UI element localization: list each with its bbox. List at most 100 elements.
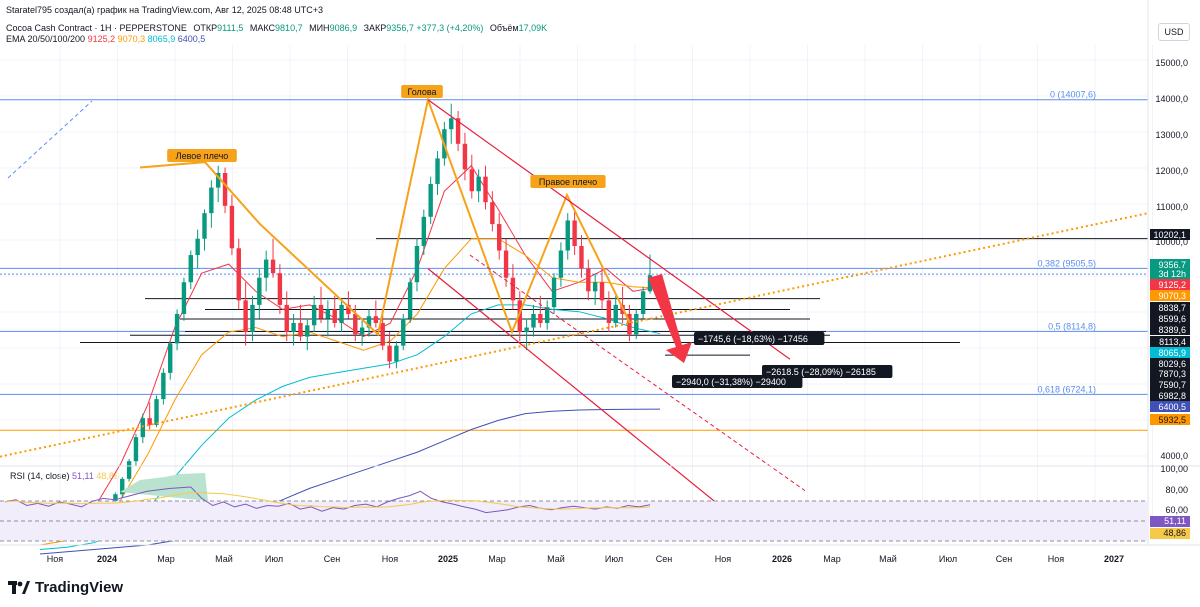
candle-body	[606, 300, 612, 324]
candle-body	[455, 118, 461, 144]
tradingview-mark-icon	[8, 580, 30, 595]
rsi-value-badge-label: 51,11	[1164, 516, 1186, 526]
measurement-box	[762, 365, 893, 378]
price-badge	[1150, 336, 1190, 347]
candle-body	[229, 205, 235, 249]
pattern-label-box	[167, 149, 237, 162]
candle-body	[380, 323, 385, 346]
change-value: +377,3 (+4,20%)	[416, 23, 484, 33]
x-axis-tick: Июл	[265, 554, 283, 564]
measurement-label: −1745,6 (−18,63%) −17456	[698, 334, 808, 344]
candle-body	[168, 343, 173, 373]
pattern-label: Голова	[407, 87, 436, 97]
price-badge	[1150, 390, 1190, 401]
tradingview-logo: TradingView	[8, 579, 123, 596]
candle-body	[517, 300, 522, 333]
price-badge	[1150, 414, 1190, 425]
candle-body	[332, 309, 337, 324]
ascending-trendline	[0, 212, 1149, 458]
candle-body	[311, 304, 317, 326]
candle-body	[243, 300, 248, 333]
price-badge-label: 8113,4	[1159, 337, 1186, 347]
y-axis-tick: 10000,0	[1155, 237, 1188, 247]
candle-body	[291, 323, 296, 333]
candle-body	[407, 282, 413, 319]
x-axis-tick: Май	[879, 554, 897, 564]
symbol-info-line: Cocoa Cash Contract · 1H · PEPPERSTONE О…	[6, 23, 547, 33]
candle-body	[510, 277, 516, 301]
fib-level-label: 0,382 (9505,5)	[1037, 258, 1096, 268]
fib-extension-line	[7, 100, 93, 179]
x-axis-tick: Сен	[996, 554, 1013, 564]
price-badge-label: 8389,6	[1158, 325, 1186, 335]
candle-body	[565, 220, 570, 251]
price-badge	[1150, 401, 1190, 412]
candle-body	[318, 304, 324, 319]
candle-body	[126, 461, 132, 479]
y-axis-tick: 11000,0	[1156, 202, 1188, 212]
price-badge-label: 9070,3	[1158, 291, 1186, 301]
price-badge	[1150, 229, 1190, 240]
candle-body	[222, 173, 228, 206]
price-badge-label: 5932,5	[1158, 415, 1186, 425]
candle-body	[373, 316, 379, 324]
x-axis-tick: Июл	[939, 554, 957, 564]
x-axis-tick: 2024	[97, 554, 117, 564]
ema20-line	[39, 164, 661, 541]
ema-legend[interactable]: EMA 20/50/100/200 9125,2 9070,3 8065,9 6…	[6, 34, 205, 44]
candle-body	[524, 327, 529, 333]
currency-button[interactable]: USD	[1158, 23, 1190, 41]
candle-body	[401, 318, 406, 346]
candle-body	[195, 238, 200, 256]
candle-body	[497, 224, 502, 251]
rsi-ma-line	[4, 492, 651, 510]
measurement-label: −2618,5 (−28,09%) −26185	[766, 367, 876, 377]
candle-body	[250, 304, 255, 333]
candle-body	[366, 316, 372, 328]
candle-body	[325, 309, 331, 319]
candle-body	[181, 282, 187, 314]
x-axis-tick: Ноя	[715, 554, 732, 564]
candle-body	[305, 325, 310, 337]
candle-body	[120, 478, 125, 495]
candle-body	[284, 304, 289, 333]
y-axis-tick: 4000,0	[1160, 451, 1188, 461]
candle-body	[140, 418, 146, 438]
price-badge	[1150, 279, 1190, 290]
x-axis-tick: 2026	[772, 554, 792, 564]
x-axis-tick: 2025	[438, 554, 458, 564]
candle-body	[647, 275, 653, 292]
x-axis-tick: Мар	[823, 554, 841, 564]
ema100-value: 8065,9	[147, 34, 176, 44]
price-badge	[1150, 268, 1190, 279]
x-axis-tick: Мар	[488, 554, 506, 564]
x-axis-tick: Ноя	[1048, 554, 1065, 564]
measurement-box	[694, 332, 825, 345]
pattern-label-box	[401, 85, 443, 98]
candle-body	[174, 313, 180, 344]
rsi-legend[interactable]: RSI (14, close) 51,11 48,86	[10, 471, 119, 481]
candle-body	[188, 255, 193, 283]
price-badge-label: 3d 12h	[1158, 269, 1186, 279]
symbol-name: Cocoa Cash Contract · 1H · PEPPERSTONE	[6, 23, 187, 33]
candle-body	[435, 158, 440, 184]
candle-body	[634, 313, 639, 335]
x-axis-tick: Мар	[157, 554, 175, 564]
candle-body	[490, 202, 495, 225]
price-badge-label: 9125,2	[1158, 280, 1186, 290]
candle-body	[394, 345, 399, 362]
candle-body	[270, 259, 276, 274]
candle-body	[277, 273, 283, 305]
candle-body	[558, 250, 564, 278]
candle-body	[579, 246, 584, 269]
candle-body	[339, 304, 344, 324]
candle-body	[531, 313, 536, 328]
channel-lower-line	[427, 268, 733, 517]
price-badge-label: 6400,5	[1158, 402, 1186, 412]
price-badge	[1150, 302, 1190, 313]
x-axis-tick: Сен	[324, 554, 341, 564]
price-badge-label: 7870,3	[1158, 369, 1186, 379]
ema50-line	[39, 238, 661, 546]
rsi-label: RSI (14, close)	[10, 471, 70, 481]
